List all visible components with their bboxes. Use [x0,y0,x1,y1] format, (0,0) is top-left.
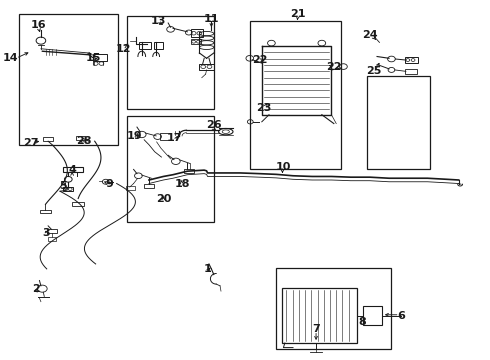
Bar [73,202,84,206]
Text: 21: 21 [290,9,306,19]
Bar [47,229,57,233]
Text: 15: 15 [86,53,101,63]
Text: 9: 9 [106,179,114,189]
Text: 24: 24 [362,30,378,40]
Bar [191,30,203,37]
Bar [126,186,135,190]
Bar [40,210,51,213]
Bar [139,42,151,49]
Bar [250,21,341,170]
Text: 17: 17 [167,133,182,143]
Bar [191,39,201,44]
Text: 8: 8 [359,317,367,327]
Bar [199,64,214,70]
Text: 22: 22 [252,55,267,65]
Text: 2: 2 [32,284,40,294]
Text: 20: 20 [156,194,171,204]
Bar [368,76,430,170]
Text: 19: 19 [127,131,143,141]
Bar [405,57,418,63]
Text: 27: 27 [24,138,39,148]
Text: 12: 12 [116,45,131,54]
Bar [127,117,214,222]
Text: 28: 28 [76,136,92,146]
Bar [43,137,53,141]
Bar [48,237,56,241]
Text: 5: 5 [60,181,67,191]
Text: 14: 14 [3,53,19,63]
Text: 7: 7 [312,324,320,334]
Bar [405,68,417,74]
Bar [144,184,154,188]
Bar [64,187,73,191]
Bar [64,167,83,171]
Text: 26: 26 [206,120,221,130]
Text: 3: 3 [42,228,49,238]
Text: 1: 1 [204,264,211,274]
Bar [276,268,392,349]
Bar [93,54,107,62]
Text: 6: 6 [397,311,405,321]
Bar [127,16,214,109]
Bar [363,306,382,325]
Bar [154,42,163,49]
Text: 22: 22 [326,62,342,72]
Text: 4: 4 [68,165,76,175]
Text: 13: 13 [151,16,166,26]
Text: 16: 16 [31,20,47,30]
Bar [161,134,171,140]
Text: 25: 25 [366,66,381,76]
Bar [282,288,357,343]
Text: 18: 18 [175,179,190,189]
Text: 11: 11 [204,14,219,24]
Bar [76,136,85,140]
Bar [184,170,194,173]
Text: 23: 23 [257,103,272,113]
Bar [19,14,118,145]
Text: 10: 10 [276,162,291,172]
